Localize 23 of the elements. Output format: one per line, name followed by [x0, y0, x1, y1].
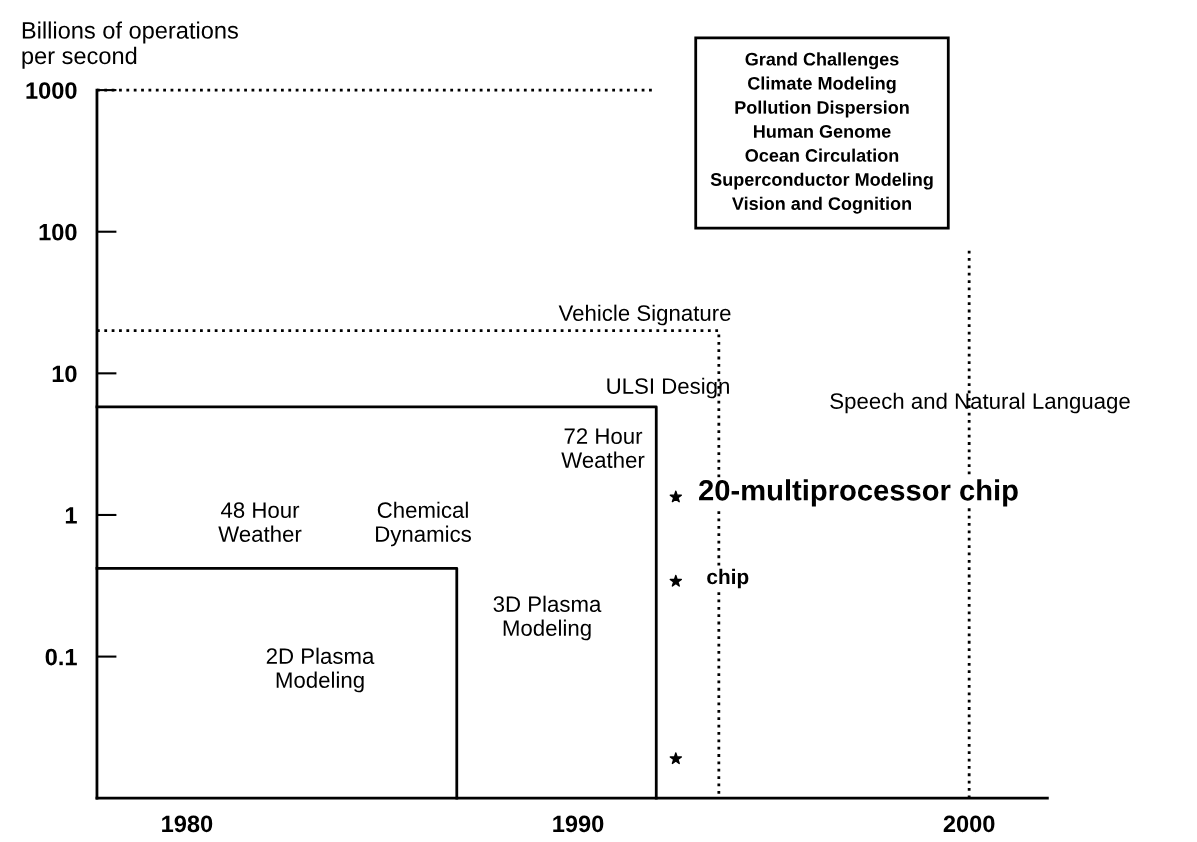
x-tick-label: 2000: [943, 815, 995, 833]
annotation: Speech and Natural Language: [830, 392, 1130, 414]
y-axis-title: Billions of operations per second: [22, 21, 238, 69]
x-tick-label: 1980: [162, 815, 213, 833]
y-tick-label: 10: [52, 365, 77, 383]
annotation: 72 Hour Weather: [561, 428, 645, 468]
point: [669, 490, 683, 503]
y-tick-label: 100: [39, 223, 77, 241]
x-tick-label: 1990: [553, 815, 604, 833]
annotation: Vehicle Signature: [558, 304, 731, 326]
y-tick-label: 0.1: [45, 648, 77, 666]
annotation: 48 Hour Weather: [218, 502, 302, 542]
annotation: 3D Plasma Modeling: [493, 595, 602, 641]
annotation: 20-multiprocessor chip: [699, 479, 1018, 507]
annotation: Grand Challenges Climate Modeling Pollution Dispersion Human Genome Ocean Circulation Superconductor Modeling Vision and Cognition: [710, 52, 933, 214]
point: [669, 752, 683, 765]
y-tick-label: 1000: [26, 82, 77, 99]
point: [669, 574, 683, 587]
y-tick-label: 1: [65, 507, 77, 524]
annotation: chip: [707, 568, 749, 589]
annotation: 2D Plasma Modeling: [266, 647, 375, 693]
annotation: ULSI Design: [607, 377, 729, 399]
annotation: Chemical Dynamics: [376, 501, 471, 547]
